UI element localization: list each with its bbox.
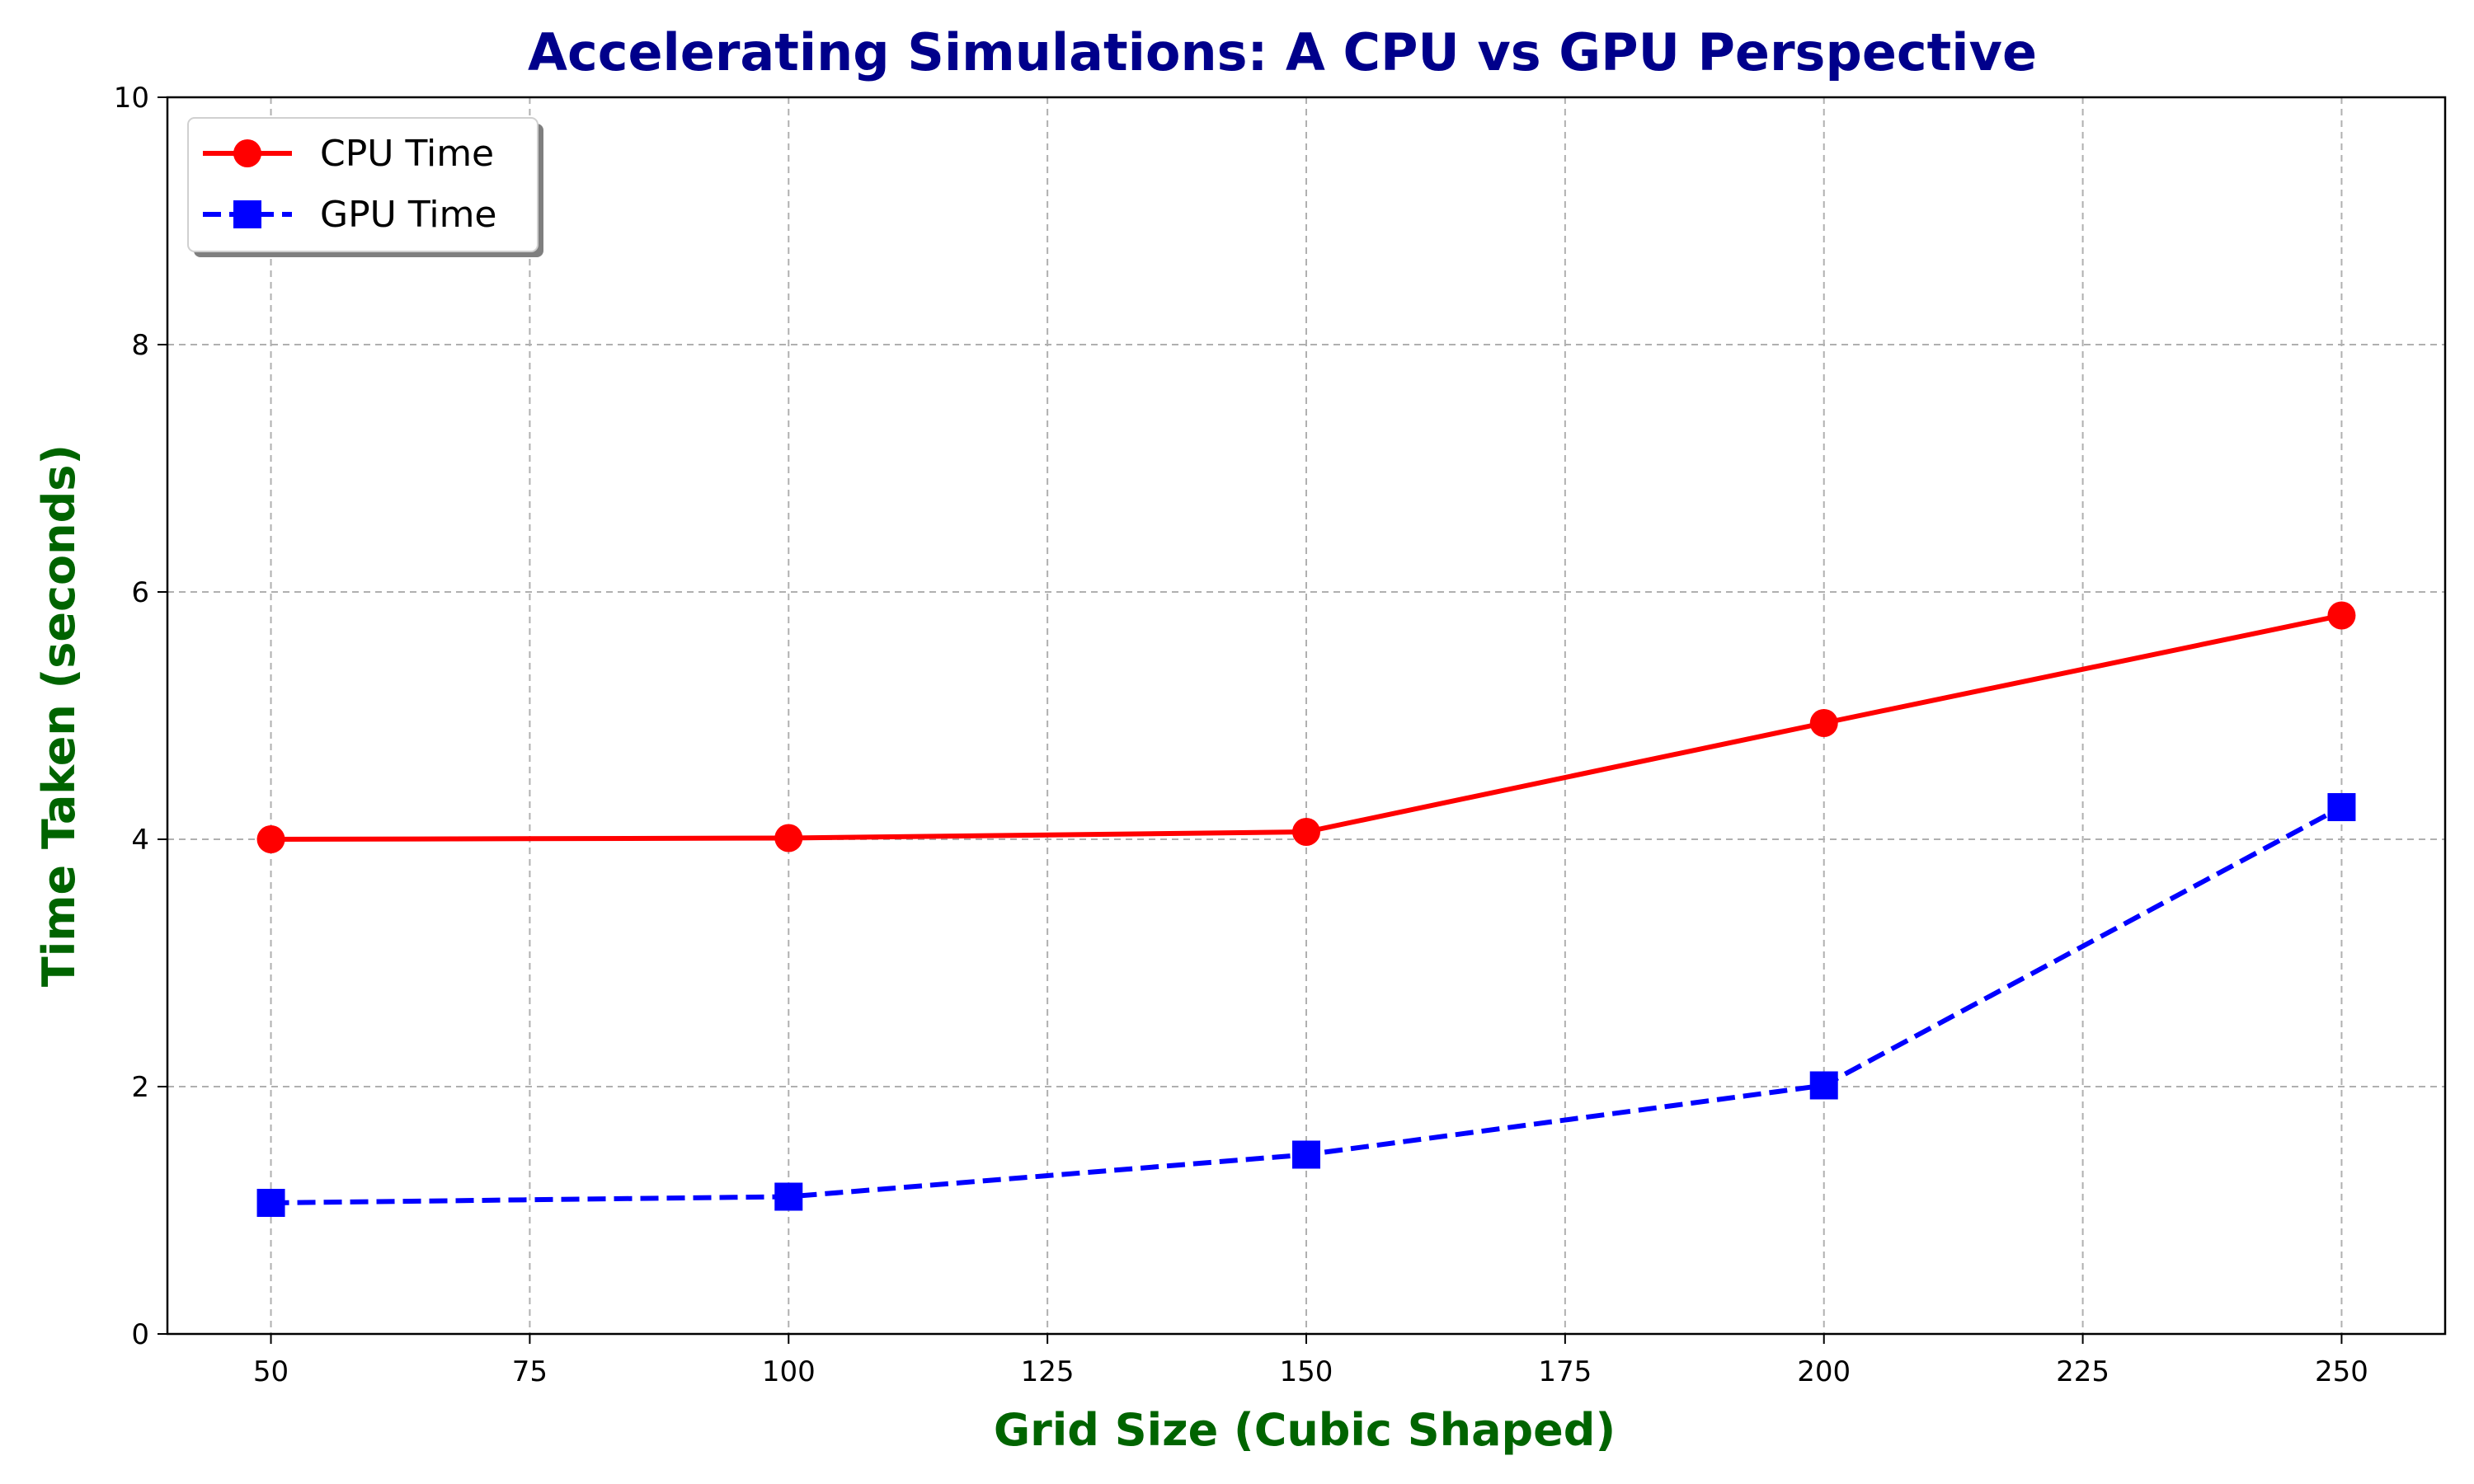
data-point xyxy=(774,1182,803,1211)
x-tick-label: 125 xyxy=(1021,1355,1075,1388)
y-axis-ticks: 0 2 4 6 8 10 xyxy=(114,82,167,1351)
legend-label: GPU Time xyxy=(320,194,497,236)
x-tick-label: 175 xyxy=(1538,1355,1592,1388)
x-tick-label: 200 xyxy=(1797,1355,1851,1388)
legend-label: CPU Time xyxy=(320,133,494,175)
legend-entry: GPU Time xyxy=(203,194,497,236)
series-gpu-time xyxy=(256,793,2356,1217)
series-layer xyxy=(256,601,2356,1217)
y-tick-label: 0 xyxy=(131,1318,149,1351)
data-point xyxy=(2327,793,2356,821)
y-tick-label: 6 xyxy=(131,576,149,609)
x-tick-label: 100 xyxy=(762,1355,816,1388)
legend-marker xyxy=(233,200,261,228)
chart-title: Accelerating Simulations: A CPU vs GPU P… xyxy=(528,22,2037,82)
data-point xyxy=(1809,1071,1838,1100)
data-point xyxy=(774,824,803,852)
data-point xyxy=(256,1189,285,1217)
y-tick-label: 2 xyxy=(131,1071,149,1104)
y-axis-label: Time Taken (seconds) xyxy=(33,444,85,987)
x-tick-label: 250 xyxy=(2315,1355,2368,1388)
x-axis-ticks: 50 75 100 125 150 175 200 225 250 xyxy=(253,1334,2368,1388)
data-point xyxy=(1809,709,1838,737)
y-tick-label: 10 xyxy=(114,82,149,115)
data-point xyxy=(1292,818,1320,846)
x-tick-label: 150 xyxy=(1280,1355,1333,1388)
legend: CPU Time GPU Time xyxy=(187,117,543,257)
data-point xyxy=(2327,601,2356,630)
legend-entry: CPU Time xyxy=(203,133,494,175)
legend-marker xyxy=(233,139,261,167)
x-tick-label: 75 xyxy=(512,1355,548,1388)
y-tick-label: 4 xyxy=(131,824,149,857)
series-cpu-time xyxy=(256,601,2356,853)
x-tick-label: 50 xyxy=(253,1355,289,1388)
data-point xyxy=(1292,1140,1320,1169)
x-axis-label: Grid Size (Cubic Shaped) xyxy=(994,1404,1616,1456)
x-tick-label: 225 xyxy=(2056,1355,2109,1388)
data-point xyxy=(256,825,285,853)
y-tick-label: 8 xyxy=(131,329,149,362)
